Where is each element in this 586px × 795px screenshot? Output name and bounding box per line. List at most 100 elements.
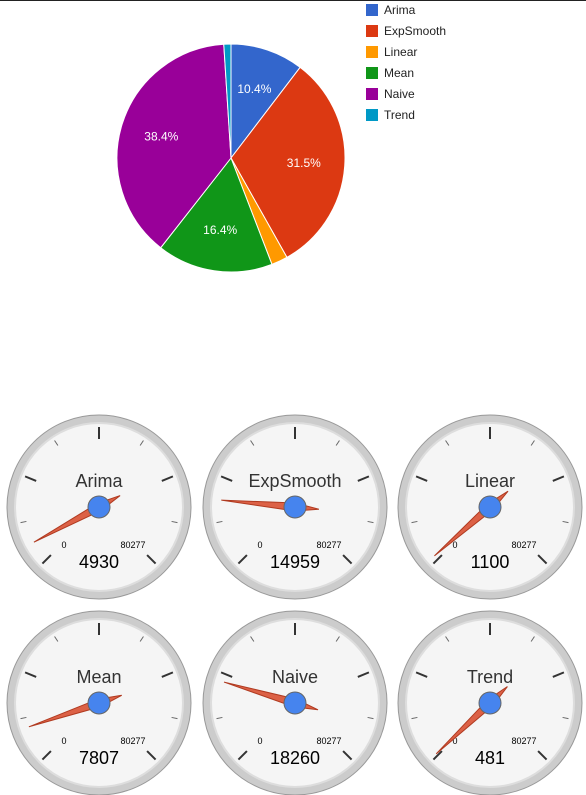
gauge-major-tick	[432, 554, 443, 565]
gauge-min-label: 0	[257, 736, 262, 746]
pie-slice-label: 10.4%	[237, 82, 271, 96]
gauge-minor-tick	[367, 716, 374, 720]
gauge-min-label: 0	[452, 736, 457, 746]
gauge-value: 4930	[79, 552, 119, 572]
gauge-label: Naive	[272, 667, 318, 687]
gauge-hub	[283, 495, 307, 519]
gauge-trend: Trend 0 80277 481	[397, 610, 583, 795]
gauge-naive: Naive 0 80277 18260	[202, 610, 388, 795]
gauge-minor-tick	[367, 520, 374, 524]
gauge-max-label: 80277	[316, 736, 341, 746]
pie-slice-label: 38.4%	[144, 129, 178, 143]
pie-chart: 10.4% 31.5% 16.4% 38.4%	[116, 43, 346, 273]
gauge-value: 1100	[471, 552, 510, 572]
legend-label: Mean	[384, 66, 415, 80]
gauge-minor-tick	[445, 636, 450, 642]
gauge-hub	[283, 691, 307, 715]
legend-label: Linear	[384, 45, 418, 59]
pie-slice-mean[interactable]	[159, 156, 273, 273]
gauge-expsmooth: ExpSmooth 0 80277 14959	[202, 414, 388, 600]
pie-slice-trend[interactable]	[223, 43, 232, 159]
gauge-major-tick	[537, 750, 548, 761]
gauge-minor-tick	[54, 440, 59, 446]
pie-slice-naive[interactable]	[116, 43, 232, 249]
gauge-value: 481	[475, 748, 505, 768]
gauge-value: 7807	[79, 748, 119, 768]
gauge-major-tick	[24, 671, 37, 678]
gauge-min-label: 0	[257, 540, 262, 550]
gauge-label: Trend	[467, 667, 513, 687]
gauge-major-tick	[342, 554, 353, 565]
gauge-hub	[87, 691, 111, 715]
gauge-label: Arima	[75, 471, 123, 491]
legend-swatch	[366, 4, 378, 16]
gauge-minor-tick	[216, 716, 223, 720]
gauge-major-tick	[552, 475, 565, 482]
legend-swatch	[366, 109, 378, 121]
gauge-minor-tick	[411, 520, 418, 524]
gauge-major-tick	[161, 475, 174, 482]
gauge-major-tick	[146, 554, 157, 565]
gauge-major-tick	[415, 671, 428, 678]
gauge-max-label: 80277	[120, 540, 145, 550]
gauge-value: 14959	[270, 552, 320, 572]
gauge-minor-tick	[54, 636, 59, 642]
gauge-hub	[478, 495, 502, 519]
gauge-major-tick	[357, 671, 370, 678]
gauge-major-tick	[432, 750, 443, 761]
legend-label: Arima	[384, 3, 416, 17]
gauge-minor-tick	[411, 716, 418, 720]
gauge-major-tick	[146, 750, 157, 761]
gauge-label: Mean	[76, 667, 121, 687]
gauge-max-label: 80277	[316, 540, 341, 550]
gauge-major-tick	[415, 475, 428, 482]
gauge-label: ExpSmooth	[248, 471, 341, 491]
pie-slice-label: 16.4%	[203, 223, 237, 237]
gauge-min-label: 0	[61, 736, 66, 746]
pie-slice-expsmooth[interactable]	[230, 66, 346, 259]
gauge-max-label: 80277	[511, 540, 536, 550]
gauge-max-label: 80277	[120, 736, 145, 746]
gauge-major-tick	[161, 671, 174, 678]
legend-label: Trend	[384, 108, 415, 122]
gauge-minor-tick	[20, 716, 27, 720]
gauge-minor-tick	[20, 520, 27, 524]
pie-slice-arima[interactable]	[230, 43, 301, 160]
gauge-major-tick	[220, 671, 233, 678]
gauge-min-label: 0	[452, 540, 457, 550]
gauge-minor-tick	[335, 440, 340, 446]
gauge-major-tick	[537, 554, 548, 565]
pie-slice-label: 31.5%	[287, 156, 321, 170]
top-border-line	[0, 0, 586, 1]
gauge-minor-tick	[171, 716, 178, 720]
gauge-hub	[87, 495, 111, 519]
gauge-minor-tick	[250, 636, 255, 642]
legend-swatch	[366, 67, 378, 79]
gauge-minor-tick	[562, 716, 569, 720]
gauge-major-tick	[552, 671, 565, 678]
legend-swatch	[366, 46, 378, 58]
gauge-major-tick	[357, 475, 370, 482]
gauge-minor-tick	[562, 520, 569, 524]
gauge-major-tick	[41, 750, 52, 761]
gauge-min-label: 0	[61, 540, 66, 550]
legend-label: Naive	[384, 87, 415, 101]
legend-swatch	[366, 88, 378, 100]
gauge-major-tick	[342, 750, 353, 761]
gauge-max-label: 80277	[511, 736, 536, 746]
gauge-minor-tick	[139, 440, 144, 446]
gauge-major-tick	[237, 750, 248, 761]
gauge-major-tick	[24, 475, 37, 482]
gauge-minor-tick	[530, 440, 535, 446]
legend-label: ExpSmooth	[384, 24, 447, 38]
gauge-minor-tick	[250, 440, 255, 446]
gauge-label: Linear	[465, 471, 515, 491]
legend-swatch	[366, 25, 378, 37]
gauge-minor-tick	[216, 520, 223, 524]
gauge-major-tick	[237, 554, 248, 565]
gauge-minor-tick	[530, 636, 535, 642]
gauge-hub	[478, 691, 502, 715]
